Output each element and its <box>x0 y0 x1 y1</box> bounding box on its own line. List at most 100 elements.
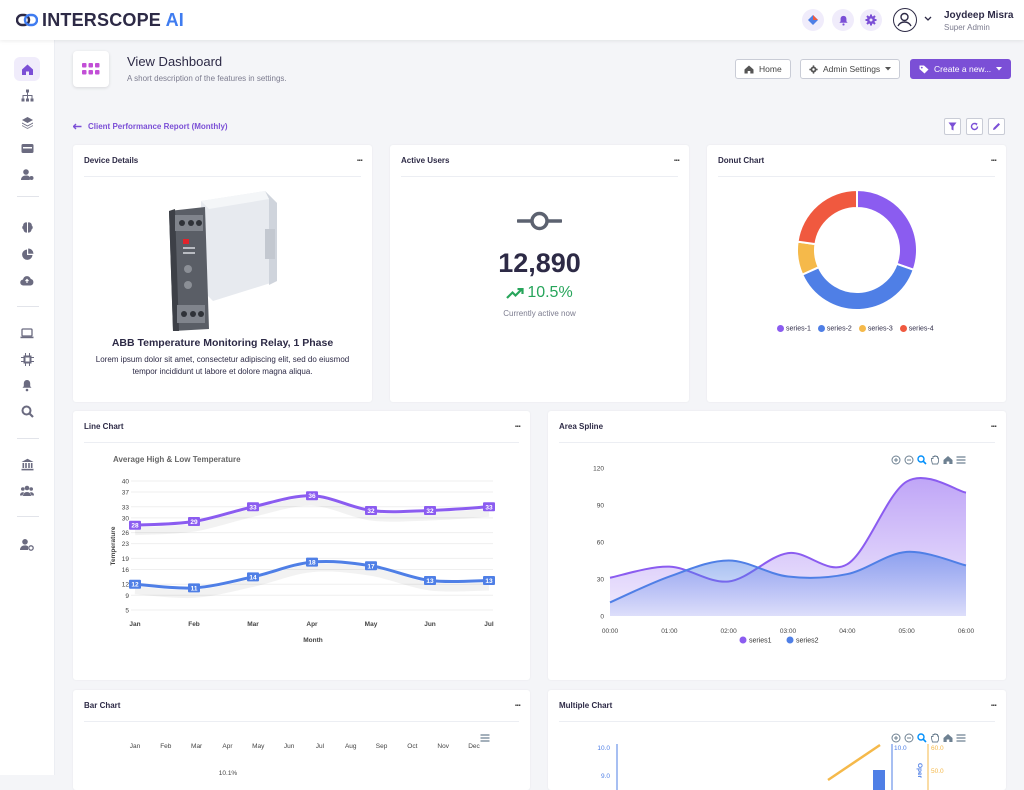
hamburger-menu-icon[interactable] <box>956 455 966 465</box>
legend-item[interactable]: series-1 <box>777 325 811 332</box>
brand-name: INTERSCOPE AI <box>42 9 184 30</box>
card-menu-icon[interactable]: ... <box>990 419 997 430</box>
breadcrumb[interactable]: Client Performance Report (Monthly) <box>73 122 228 131</box>
card-icon[interactable] <box>14 136 40 160</box>
users-group-icon[interactable] <box>14 479 40 503</box>
home-button-label: Home <box>759 64 782 74</box>
legend-item[interactable]: series-2 <box>817 325 852 332</box>
legend-item[interactable]: series-3 <box>858 325 893 332</box>
brain-icon[interactable] <box>14 215 40 239</box>
data-label: 33 <box>249 504 257 511</box>
card-menu-icon[interactable]: ... <box>514 419 521 430</box>
cloud-upload-icon[interactable] <box>14 268 40 292</box>
app-launcher-icon[interactable] <box>802 9 824 31</box>
y-tick-label: 16 <box>122 567 130 574</box>
home-icon[interactable] <box>14 57 40 81</box>
home-button[interactable]: Home <box>735 59 791 79</box>
settings-gear-icon[interactable] <box>860 9 882 31</box>
active-users-card: Active Users ... 12,890 10.5% Currently … <box>390 145 689 402</box>
legend-item[interactable]: series-4 <box>899 325 934 332</box>
card-menu-icon[interactable]: ... <box>990 698 997 709</box>
brand-logo[interactable]: INTERSCOPE AI <box>16 10 184 30</box>
card-menu-icon[interactable]: ... <box>990 153 997 164</box>
magnifier-icon[interactable] <box>917 455 927 465</box>
card-menu-icon[interactable]: ... <box>356 153 363 164</box>
edit-button[interactable] <box>988 118 1005 135</box>
user-gear-icon[interactable] <box>14 532 40 556</box>
hamburger-menu-icon[interactable] <box>956 733 966 743</box>
search-icon[interactable] <box>14 399 40 423</box>
x-tick-label: Jul <box>484 621 494 628</box>
sidebar-divider <box>17 306 39 307</box>
x-tick-label: 01:00 <box>661 628 678 635</box>
page-header: View Dashboard A short description of th… <box>55 40 1024 102</box>
x-tick-label: Sep <box>376 743 388 750</box>
caret-down-icon <box>996 67 1003 71</box>
donut-chart-card: Donut Chart ... series-1 series-2 series-3… <box>707 145 1006 402</box>
legend-marker <box>899 325 907 332</box>
bar <box>873 770 885 790</box>
zoom-out-icon[interactable] <box>904 455 914 465</box>
chevron-down-icon[interactable] <box>924 16 932 22</box>
card-divider <box>84 721 519 722</box>
pan-hand-icon[interactable] <box>930 455 940 465</box>
series-line <box>609 550 967 604</box>
create-new-button[interactable]: Create a new... <box>910 59 1012 79</box>
pan-hand-icon[interactable] <box>930 733 940 743</box>
device-name: ABB Temperature Monitoring Relay, 1 Phas… <box>111 337 334 349</box>
reset-home-icon[interactable] <box>943 733 953 743</box>
chip-icon[interactable] <box>14 347 40 371</box>
notification-bell-icon[interactable] <box>832 9 854 31</box>
y-tick-label: 50.0 <box>931 768 944 775</box>
arrow-left-icon <box>73 123 82 130</box>
data-label-box <box>188 517 200 527</box>
x-tick-label: 04:00 <box>839 628 856 635</box>
sitemap-icon[interactable] <box>14 83 40 107</box>
area-spline-card: Area Spline ... 0 30 60 90 120 00:00 01:00 02:0… <box>548 411 1006 680</box>
user-settings-icon[interactable] <box>14 162 40 186</box>
device-image <box>169 191 277 331</box>
x-tick-label: Mar <box>191 743 203 750</box>
filter-button[interactable] <box>944 118 961 135</box>
line-chart-card: Line Chart ... Average High & Low Temper… <box>73 411 530 680</box>
zoom-in-icon[interactable] <box>891 455 901 465</box>
line-chart: Average High & Low Temperature5912161923… <box>110 455 495 644</box>
zoom-out-icon[interactable] <box>904 733 914 743</box>
hamburger-menu-icon[interactable] <box>480 733 490 743</box>
y-tick-label: 30 <box>597 577 605 584</box>
alarm-bell-icon[interactable] <box>14 373 40 397</box>
pencil-icon <box>993 123 1000 130</box>
gear-icon <box>809 64 818 74</box>
card-menu-icon[interactable]: ... <box>673 153 680 164</box>
sidebar <box>0 40 55 775</box>
card-menu-icon[interactable]: ... <box>514 698 521 709</box>
y-tick-label: 60.0 <box>931 745 944 752</box>
card-divider <box>559 442 995 443</box>
reset-home-icon[interactable] <box>943 455 953 465</box>
card-title: Area Spline <box>559 422 604 431</box>
top-bar: INTERSCOPE AI Joydeep Misra Super Admin <box>0 0 1024 40</box>
laptop-icon[interactable] <box>14 321 40 345</box>
bank-icon[interactable] <box>14 452 40 476</box>
admin-settings-button[interactable]: Admin Settings <box>800 59 901 79</box>
data-label: 32 <box>367 508 375 515</box>
user-name[interactable]: Joydeep Misra <box>944 10 1014 21</box>
home-icon <box>744 65 754 73</box>
magnifier-icon[interactable] <box>917 733 927 743</box>
x-tick-label: 02:00 <box>721 628 738 635</box>
logo-icon <box>16 13 38 27</box>
user-avatar-icon[interactable] <box>893 8 917 32</box>
pie-chart-icon[interactable] <box>14 242 40 266</box>
x-tick-label: Aug <box>345 743 357 750</box>
data-label: 14 <box>249 574 257 581</box>
refresh-button[interactable] <box>966 118 983 135</box>
legend-marker <box>858 325 866 332</box>
page-description: A short description of the features in s… <box>127 74 287 83</box>
layers-icon[interactable] <box>14 110 40 134</box>
data-label-box <box>306 491 318 501</box>
data-label: 10.1% <box>219 770 238 777</box>
y-tick-label: 60 <box>597 540 605 547</box>
x-tick-label: 05:00 <box>899 628 916 635</box>
zoom-in-icon[interactable] <box>891 733 901 743</box>
x-tick-label: Oct <box>407 743 417 750</box>
